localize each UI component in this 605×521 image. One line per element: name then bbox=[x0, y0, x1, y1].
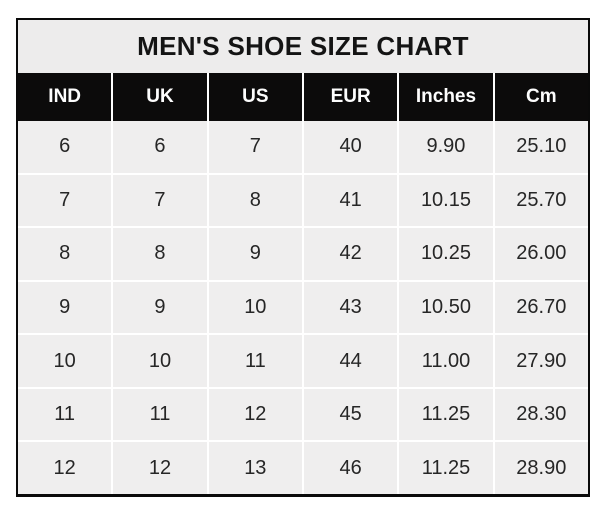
table-cell: 11 bbox=[18, 388, 112, 441]
table-cell: 11.25 bbox=[399, 388, 493, 441]
table-cell: 10 bbox=[18, 335, 112, 387]
header-cell-inches: Inches bbox=[399, 73, 493, 121]
table-cell: 7 bbox=[18, 174, 112, 227]
table-row: 11 11 12 45 11.25 28.30 bbox=[18, 388, 588, 441]
table-cell: 43 bbox=[303, 281, 398, 334]
table-cell: 44 bbox=[303, 335, 398, 387]
table-cell: 8 bbox=[113, 228, 207, 280]
table-cell: 40 bbox=[303, 121, 398, 173]
table-cell: 28.30 bbox=[494, 388, 588, 441]
table-cell: 11.00 bbox=[399, 335, 493, 387]
table-cell: 12 bbox=[208, 388, 302, 441]
table-cell: 9 bbox=[208, 228, 302, 280]
table-cell: 10.50 bbox=[399, 281, 493, 334]
table-row: 9 9 10 43 10.50 26.70 bbox=[18, 281, 588, 334]
table-cell: 26.00 bbox=[494, 228, 588, 280]
table-cell: 13 bbox=[208, 442, 302, 495]
header-cell-cm: Cm bbox=[494, 73, 588, 121]
table-row: 10 10 11 44 11.00 27.90 bbox=[18, 335, 588, 387]
table-cell: 41 bbox=[303, 174, 398, 227]
table-cell: 46 bbox=[303, 442, 398, 495]
table-body: 6 6 7 40 9.90 25.10 7 7 8 41 10.15 25.70 8 8 9 42 10.25 2… bbox=[18, 121, 588, 495]
table-cell: 10 bbox=[113, 335, 207, 387]
table-row: 12 12 13 46 11.25 28.90 bbox=[18, 442, 588, 495]
table-cell: 28.90 bbox=[494, 442, 588, 495]
table-cell: 6 bbox=[113, 121, 207, 173]
table-cell: 26.70 bbox=[494, 281, 588, 334]
table-cell: 12 bbox=[18, 442, 112, 495]
table-cell: 7 bbox=[113, 174, 207, 227]
table-cell: 42 bbox=[303, 228, 398, 280]
table-cell: 9 bbox=[18, 281, 112, 334]
table-row: 7 7 8 41 10.15 25.70 bbox=[18, 174, 588, 227]
table-cell: 9.90 bbox=[399, 121, 493, 173]
table-cell: 12 bbox=[113, 442, 207, 495]
shoe-size-chart: MEN'S SHOE SIZE CHART IND UK US EUR Inches Cm… bbox=[16, 18, 590, 497]
table-cell: 10 bbox=[208, 281, 302, 334]
table-cell: 8 bbox=[18, 228, 112, 280]
header-cell-ind: IND bbox=[18, 73, 112, 121]
table-row: 6 6 7 40 9.90 25.10 bbox=[18, 121, 588, 173]
table-cell: 45 bbox=[303, 388, 398, 441]
header-cell-uk: UK bbox=[113, 73, 207, 121]
header-cell-us: US bbox=[208, 73, 302, 121]
header-cell-eur: EUR bbox=[303, 73, 398, 121]
table-cell: 6 bbox=[18, 121, 112, 173]
table-cell: 10.15 bbox=[399, 174, 493, 227]
chart-title: MEN'S SHOE SIZE CHART bbox=[18, 20, 588, 73]
table-cell: 8 bbox=[208, 174, 302, 227]
table-cell: 25.10 bbox=[494, 121, 588, 173]
table-cell: 10.25 bbox=[399, 228, 493, 280]
table-cell: 11.25 bbox=[399, 442, 493, 495]
table-cell: 11 bbox=[113, 388, 207, 441]
table-header-row: IND UK US EUR Inches Cm bbox=[18, 73, 588, 121]
table-cell: 11 bbox=[208, 335, 302, 387]
table-row: 8 8 9 42 10.25 26.00 bbox=[18, 228, 588, 280]
table-cell: 7 bbox=[208, 121, 302, 173]
table-cell: 27.90 bbox=[494, 335, 588, 387]
table-cell: 9 bbox=[113, 281, 207, 334]
table-cell: 25.70 bbox=[494, 174, 588, 227]
